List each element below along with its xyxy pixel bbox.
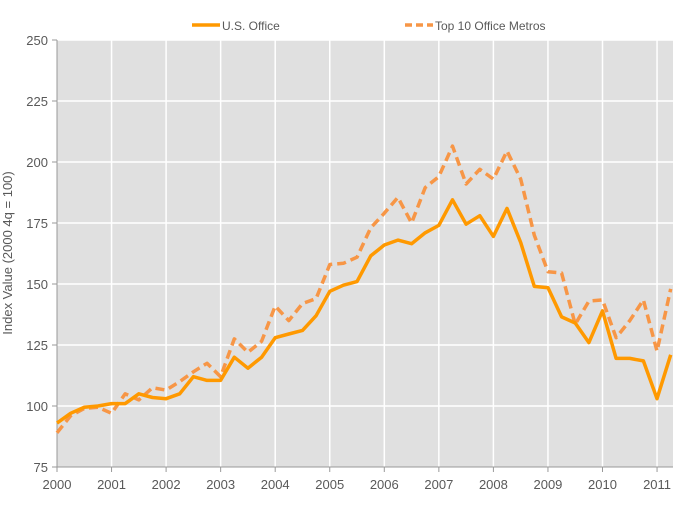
y-tick-label: 225 <box>26 94 48 109</box>
legend-label-us-office: U.S. Office <box>222 19 280 33</box>
x-tick-label: 2008 <box>479 477 508 492</box>
y-tick-label: 250 <box>26 33 48 48</box>
legend: U.S. Office Top 10 Office Metros <box>192 19 546 33</box>
y-tick-label: 75 <box>34 460 48 475</box>
x-tick-label: 2004 <box>261 477 290 492</box>
plot-area <box>57 40 673 467</box>
x-tick-label: 2006 <box>370 477 399 492</box>
x-tick-label: 2010 <box>588 477 617 492</box>
x-tick-label: 2001 <box>97 477 126 492</box>
legend-label-top10: Top 10 Office Metros <box>435 19 546 33</box>
y-tick-label: 175 <box>26 216 48 231</box>
x-tick-label: 2009 <box>533 477 562 492</box>
x-tick-label: 2003 <box>206 477 235 492</box>
y-tick-label: 150 <box>26 277 48 292</box>
x-tick-label: 2011 <box>643 477 671 492</box>
y-axis-label: Index Value (2000 4q = 100) <box>0 171 15 334</box>
x-tick-label: 2002 <box>152 477 181 492</box>
series-line-top-10-office-metros <box>55 144 673 434</box>
y-tick-label: 200 <box>26 155 48 170</box>
x-tick-label: 2000 <box>43 477 72 492</box>
x-tick-label: 2005 <box>315 477 344 492</box>
x-tick-label: 2007 <box>424 477 453 492</box>
series-line-u-s-office <box>55 198 673 425</box>
y-tick-label: 125 <box>26 338 48 353</box>
y-tick-label: 100 <box>26 399 48 414</box>
